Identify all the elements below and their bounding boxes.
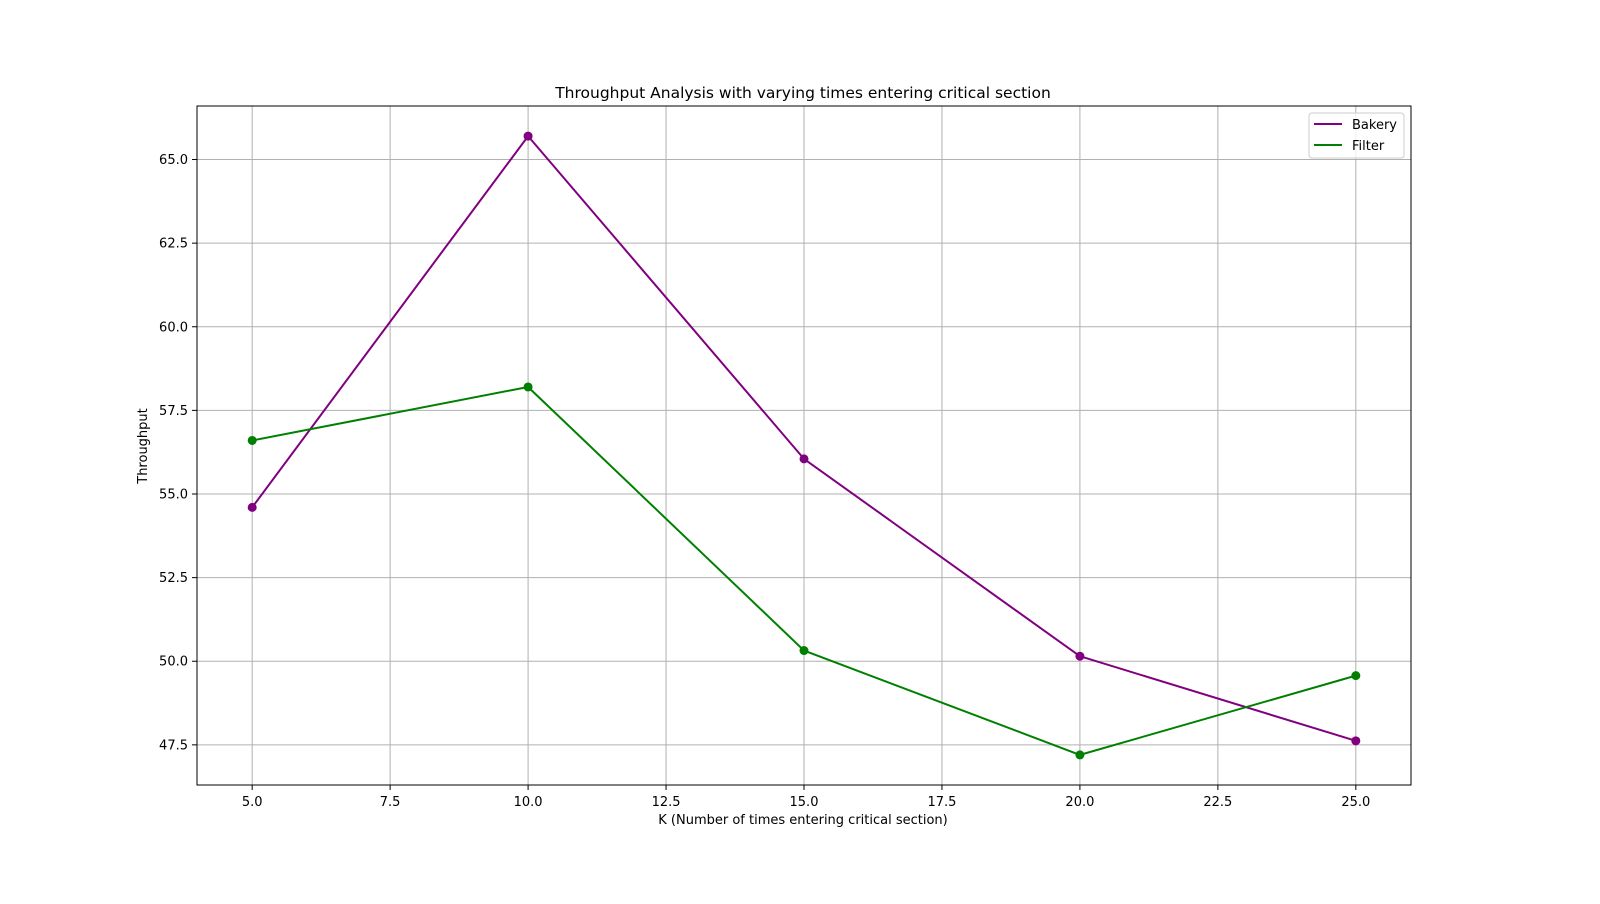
series-filter	[247, 382, 1361, 760]
data-point-filter	[799, 646, 809, 656]
y-tick-label: 62.5	[159, 237, 188, 252]
legend: Bakery Filter	[1308, 112, 1405, 159]
data-point-bakery	[799, 454, 809, 464]
grid-lines	[197, 106, 1411, 785]
y-tick-label: 47.5	[159, 738, 188, 753]
x-axis-label: K (Number of times entering critical sec…	[658, 813, 948, 828]
data-point-bakery	[1075, 651, 1085, 661]
data-point-bakery	[1351, 736, 1361, 746]
y-tick-label: 52.5	[159, 571, 188, 586]
data-point-bakery	[247, 502, 257, 512]
y-tick-label: 60.0	[159, 320, 188, 335]
chart-title: Throughput Analysis with varying times e…	[554, 84, 1051, 102]
x-tick-label: 25.0	[1341, 795, 1370, 810]
x-tick-label: 5.0	[242, 795, 263, 810]
y-tick-label: 65.0	[159, 153, 188, 168]
y-tick-label: 57.5	[159, 404, 188, 419]
legend-label-bakery: Bakery	[1352, 118, 1397, 133]
x-tick-label: 12.5	[652, 795, 681, 810]
legend-label-filter: Filter	[1352, 139, 1385, 154]
x-tick-label: 22.5	[1203, 795, 1232, 810]
y-tick-label: 55.0	[159, 488, 188, 503]
series-bakery	[247, 131, 1361, 746]
data-point-filter	[1075, 750, 1085, 760]
y-tick-label: 50.0	[159, 655, 188, 670]
x-tick-label: 17.5	[927, 795, 956, 810]
data-point-filter	[247, 435, 257, 445]
x-tick-label: 10.0	[514, 795, 543, 810]
x-tick-label: 15.0	[790, 795, 819, 810]
data-point-bakery	[523, 131, 533, 141]
data-point-filter	[1351, 671, 1361, 681]
data-point-filter	[523, 382, 533, 392]
x-tick-label: 20.0	[1065, 795, 1094, 810]
x-axis: 5.0 7.5 10.0 12.5 15.0 17.5 20.0 22.5 25.0	[242, 785, 1370, 810]
series-layer	[247, 131, 1361, 760]
y-axis-label: Throughput	[136, 408, 151, 485]
x-tick-label: 7.5	[380, 795, 401, 810]
y-axis: 47.5 50.0 52.5 55.0 57.5 60.0 62.5 65.0	[159, 153, 197, 753]
